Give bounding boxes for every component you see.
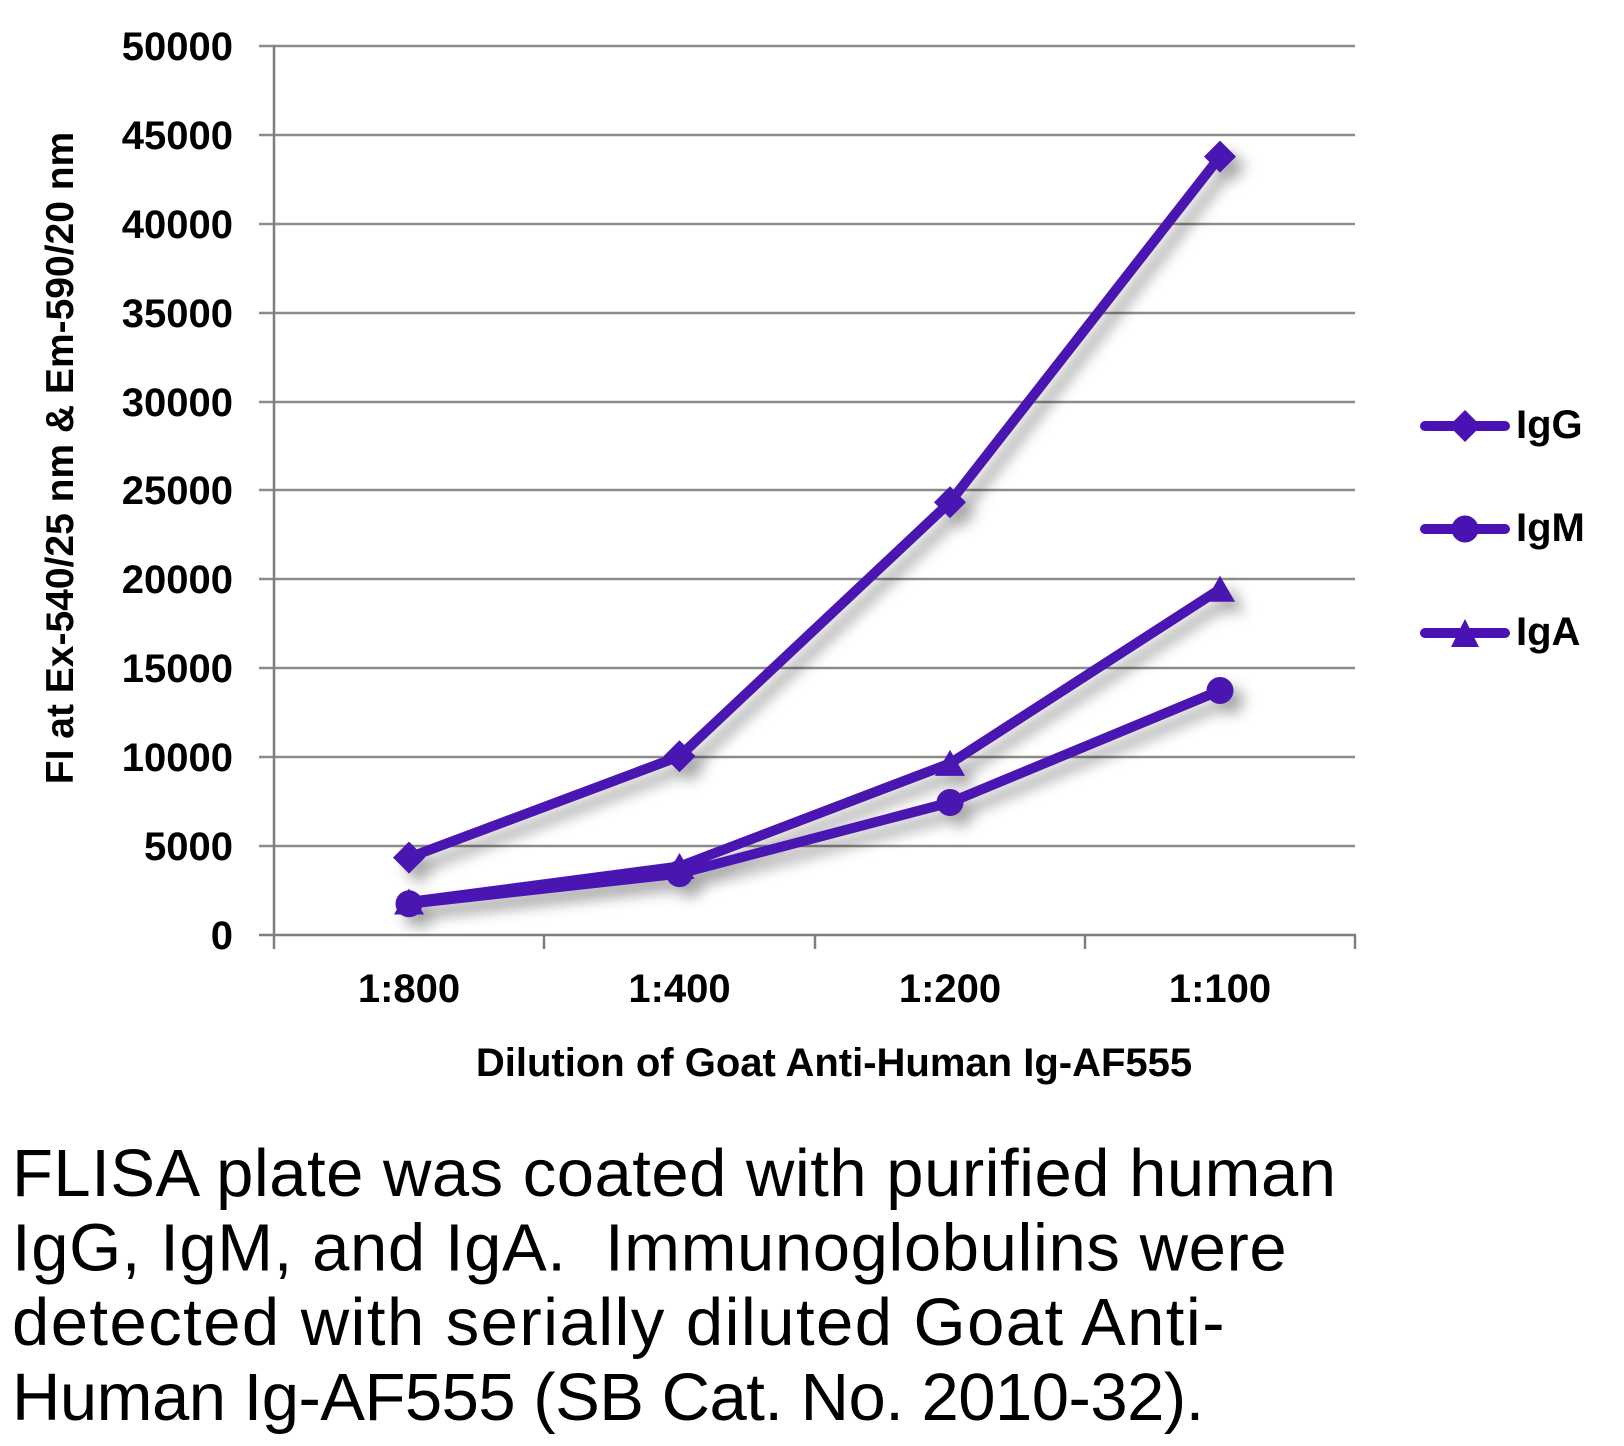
svg-text:0: 0 xyxy=(211,914,233,958)
svg-text:10000: 10000 xyxy=(122,736,233,780)
svg-text:5000: 5000 xyxy=(144,825,233,869)
svg-text:1:800: 1:800 xyxy=(358,967,460,1011)
svg-text:20000: 20000 xyxy=(122,558,233,602)
svg-text:detected with serially diluted: detected with serially diluted Goat Anti… xyxy=(12,1285,1226,1360)
svg-text:35000: 35000 xyxy=(122,292,233,336)
svg-text:FI at Ex-540/25 nm & Em-590/20: FI at Ex-540/25 nm & Em-590/20 nm xyxy=(39,132,82,784)
svg-text:IgM: IgM xyxy=(1516,506,1585,550)
svg-text:Human Ig-AF555 (SB Cat. No. 20: Human Ig-AF555 (SB Cat. No. 2010-32). xyxy=(12,1360,1204,1435)
svg-text:40000: 40000 xyxy=(122,203,233,247)
svg-text:1:200: 1:200 xyxy=(899,967,1001,1011)
svg-text:30000: 30000 xyxy=(122,381,233,425)
svg-text:25000: 25000 xyxy=(122,469,233,513)
svg-text:50000: 50000 xyxy=(122,25,233,69)
svg-text:Dilution of Goat Anti-Human Ig: Dilution of Goat Anti-Human Ig-AF555 xyxy=(476,1041,1192,1085)
svg-text:IgG, IgM, and IgA. Immunoglob: IgG, IgM, and IgA. Immunoglobulins were xyxy=(12,1211,1287,1286)
svg-text:IgA: IgA xyxy=(1516,610,1580,654)
svg-text:15000: 15000 xyxy=(122,647,233,691)
svg-text:IgG: IgG xyxy=(1516,403,1583,447)
svg-text:1:400: 1:400 xyxy=(628,967,730,1011)
svg-text:FLISA plate was coated with pu: FLISA plate was coated with purified hum… xyxy=(12,1136,1337,1211)
svg-text:45000: 45000 xyxy=(122,114,233,158)
svg-text:1:100: 1:100 xyxy=(1169,967,1271,1011)
